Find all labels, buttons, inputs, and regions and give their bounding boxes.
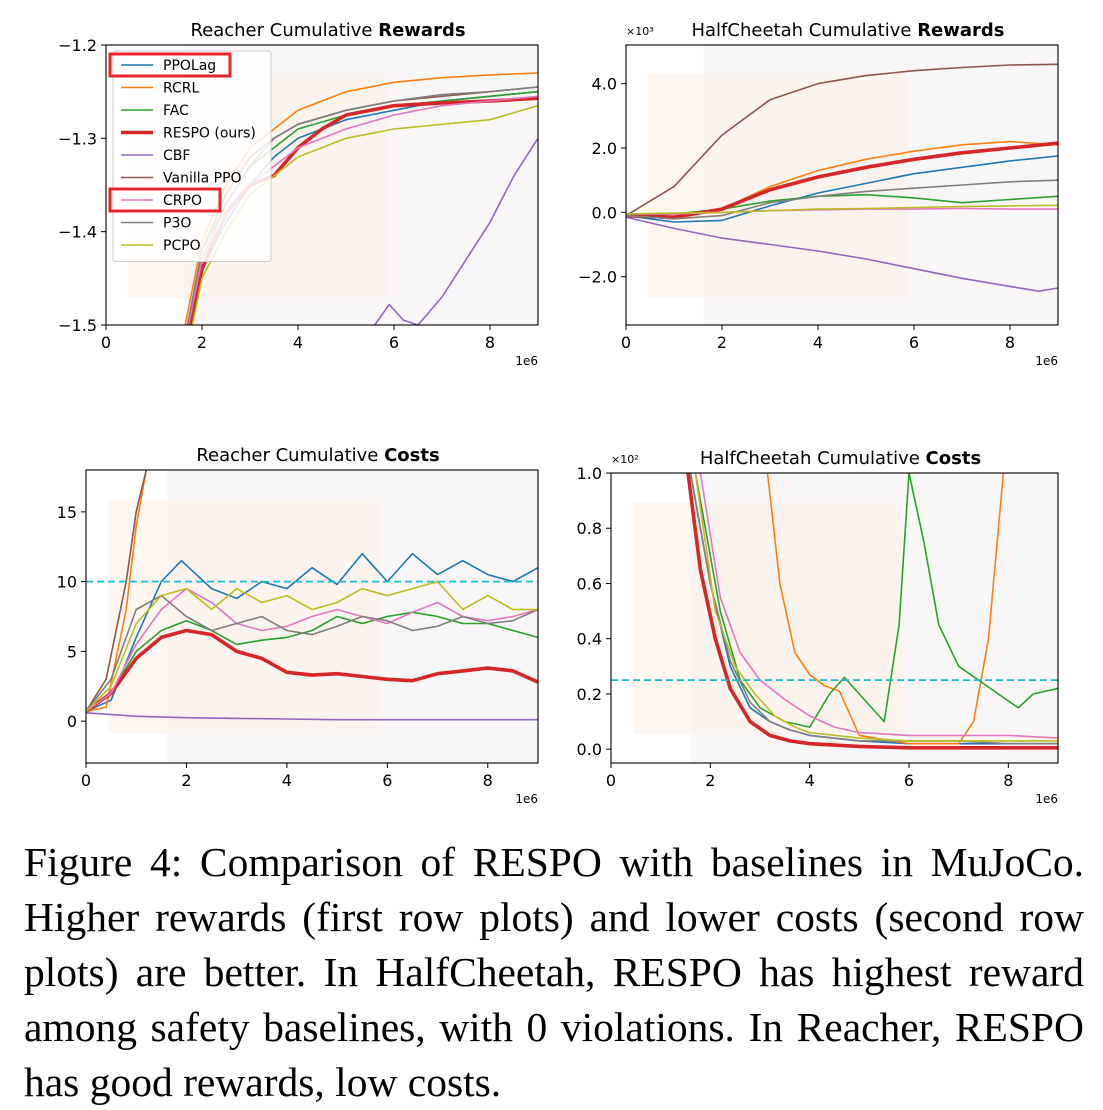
y-tick-label: 5 [67,642,77,661]
x-tick-label: 8 [1005,333,1015,352]
series-line-fac [694,473,1058,728]
chart-title: Reacher Cumulative Rewards [190,20,465,41]
x-tick-label: 8 [483,771,493,790]
figure-caption: Figure 4: Comparison of RESPO with basel… [24,839,1084,1105]
y-tick-label: 0.0 [577,740,602,759]
series-line-rcrl [766,473,1005,745]
legend-label: P3O [163,216,191,232]
x-tick-label: 2 [197,333,207,352]
legend-label: PCPO [163,238,201,254]
figure-panels: 0 2 4 6 8 −1.5 −1.4 −1.3 −1.2 1e6 Reacher Cumulati… [57,20,1059,806]
legend-label: Vanilla PPO [163,171,242,187]
x-tick-label: 6 [382,771,392,790]
series-lines [626,63,1058,293]
series-lines [686,473,1058,750]
series-line-ppolag [626,155,1058,223]
chart-title: HalfCheetah Cumulative Rewards [691,20,1004,41]
y-tick-label: 4.0 [592,75,617,94]
series-line-ppolag [86,552,538,713]
legend-label: RESPO (ours) [163,126,256,142]
chart-panel-1: 0 2 4 6 8 −1.5 −1.4 −1.3 −1.2 1e6 Reacher Cumulati… [58,20,539,368]
y-tick-label: 0.6 [577,574,602,593]
y-tick-label: 0.8 [577,519,602,538]
y-tick-label: −2.0 [578,268,617,287]
chart-panel-4: 0 2 4 6 8 0.0 0.2 0.4 0.6 0.8 1.0 1e6 ×10² HalfCheeta… [577,448,1059,806]
axes-frame [610,472,1059,764]
y-exponent-label: ×10³ [626,25,654,38]
x-offset-label: 1e6 [1035,792,1058,806]
series-line-cbf [86,712,538,721]
x-tick-label: 6 [904,771,914,790]
x-tick-label: 4 [282,771,292,790]
y-tick-label: 15 [57,503,77,522]
x-tick-label: 2 [705,771,715,790]
series-line-fac [86,611,538,713]
y-tick-label: −1.5 [58,316,97,335]
chart-panel-2: 0 2 4 6 8 −2.0 0.0 2.0 4.0 1e6 ×10³ HalfCheetah Cum… [578,20,1059,368]
x-offset-label: 1e6 [1035,354,1058,368]
series-line-crpo [699,473,1058,739]
series-line-cbf [374,137,538,325]
y-tick-label: 10 [57,573,77,592]
axes-frame [85,469,539,764]
legend-box [112,50,272,262]
x-tick-label: 0 [621,333,631,352]
legend-label: CBF [163,148,190,164]
series-line-vanilla-ppo [626,63,1058,217]
series-line-cbf [626,216,1058,293]
legend-label: PPOLag [163,58,216,74]
x-tick-label: 0 [81,771,91,790]
variance-shading [647,45,1058,325]
legend-highlight-box [108,52,232,78]
legend-label: CRPO [163,193,202,209]
y-tick-label: 0.2 [577,685,602,704]
chart-panel-3: 0 2 4 6 8 0 5 10 15 1e6 Reacher Cumulative Costs [57,445,539,806]
x-tick-label: 2 [717,333,727,352]
y-tick-label: 2.0 [592,139,617,158]
x-offset-label: 1e6 [515,354,538,368]
x-tick-label: 6 [909,333,919,352]
x-tick-label: 8 [1003,771,1013,790]
y-exponent-label: ×10² [611,453,639,466]
series-line-pcpo [626,204,1058,215]
y-tick-label: 0.4 [577,630,602,649]
y-tick-label: −1.3 [58,129,97,148]
series-line-respo-ours [686,473,1058,750]
legend-highlight-box [108,187,222,213]
y-tick-label: 1.0 [577,464,602,483]
series-lines [86,470,538,721]
legend-label: RCRL [163,81,200,97]
series-line-p3o [626,179,1058,220]
chart-legend: PPOLag RCRL FAC RESPO (ours) CBF Vanilla PPO C… [108,50,272,262]
series-line-respo-ours [86,628,538,713]
axes-frame [625,44,1059,326]
x-offset-label: 1e6 [515,792,538,806]
x-tick-label: 0 [101,333,111,352]
y-tick-label: 0 [67,712,77,731]
variance-shading [108,470,538,763]
series-line-vanilla-ppo [86,470,148,712]
series-line-pcpo [694,473,1058,742]
x-tick-label: 8 [485,333,495,352]
x-tick-label: 6 [389,333,399,352]
series-line-rcrl [86,470,148,713]
y-tick-label: −1.2 [58,36,97,55]
y-tick-label: −1.4 [58,223,97,242]
x-tick-label: 4 [293,333,303,352]
y-tick-label: 0.0 [592,203,617,222]
x-tick-label: 0 [606,771,616,790]
chart-title: Reacher Cumulative Costs [196,445,439,466]
series-line-pcpo [86,580,538,712]
chart-title: HalfCheetah Cumulative Costs [700,448,981,469]
axes-frame [105,44,539,326]
x-tick-label: 4 [813,333,823,352]
x-tick-label: 4 [805,771,815,790]
legend-label: FAC [163,103,189,119]
x-tick-label: 2 [181,771,191,790]
variance-shading [633,473,1058,763]
